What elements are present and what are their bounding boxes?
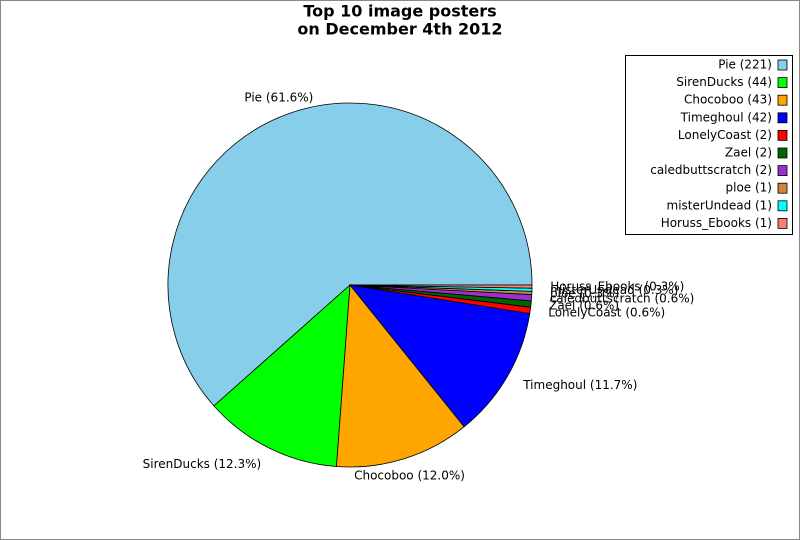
legend-label: Horuss_Ebooks (1): [661, 216, 772, 230]
legend-swatch: [777, 59, 788, 71]
legend-label: misterUndead (1): [667, 198, 772, 212]
legend-label: LonelyCoast (2): [678, 128, 772, 142]
slice-label: Chocoboo (12.0%): [354, 469, 465, 483]
pie-slice: [349, 284, 533, 289]
legend-swatch: [777, 94, 788, 106]
legend-label: SirenDucks (44): [676, 75, 772, 89]
legend-label: ploe (1): [726, 181, 773, 195]
slice-label: Horuss_Ebooks (0.3%): [550, 279, 684, 293]
pie-slice: [167, 102, 533, 407]
chart-title: on December 4th 2012: [297, 20, 502, 39]
legend-swatch: [777, 165, 788, 177]
slice-label: SirenDucks (12.3%): [143, 457, 262, 471]
legend-swatch: [777, 200, 788, 212]
legend-swatch: [777, 77, 788, 88]
slice-label: caledbuttscratch (0.6%): [550, 292, 695, 306]
legend-swatch: [777, 147, 788, 159]
legend-swatch: [777, 182, 788, 194]
slice-label: Zael (0.6%): [549, 298, 619, 312]
slice-label: Timeghoul (11.7%): [522, 378, 637, 392]
legend-label: Chocoboo (43): [684, 93, 772, 107]
legend-box: [625, 55, 793, 235]
chart-title: Top 10 image posters: [303, 2, 496, 21]
legend-label: Timeghoul (42): [680, 110, 772, 124]
slice-label: Pie (61.6%): [244, 90, 313, 104]
slice-label: misterUndead (0.3%): [550, 283, 678, 297]
legend-swatch: [777, 217, 788, 229]
legend-label: Zael (2): [725, 146, 772, 160]
legend-label: caledbuttscratch (2): [650, 163, 772, 177]
legend-swatch: [777, 112, 788, 124]
legend-swatch: [777, 129, 788, 141]
pie-slice: [349, 284, 531, 428]
legend-label: Pie (221): [718, 58, 772, 72]
pie-slice: [336, 283, 465, 468]
slice-label: LonelyCoast (0.6%): [548, 305, 665, 319]
slice-label: ploe (0.3%): [550, 286, 619, 300]
pie-slice: [213, 284, 351, 467]
